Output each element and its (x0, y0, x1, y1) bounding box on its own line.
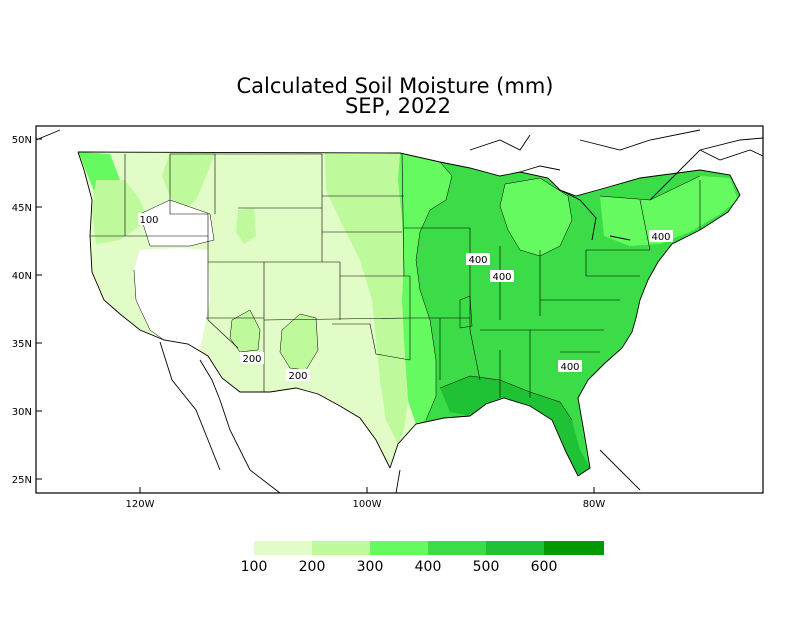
contour-label-400-c: 400 (651, 232, 670, 243)
legend-swatch-100 (254, 541, 312, 555)
contour-label-400-b: 400 (492, 272, 511, 283)
contour-labels: 100 200 200 400 400 400 400 (138, 213, 673, 382)
legend-swatch-400 (428, 541, 486, 555)
region-wyoming-200 (236, 208, 256, 244)
region-great-lakes-300 (500, 178, 572, 256)
y-tick-50n: 50N (12, 135, 32, 146)
region-300-400-band (398, 153, 452, 424)
state-borders (90, 153, 701, 398)
contour-label-400-d: 400 (560, 362, 579, 373)
region-northeast-300 (600, 176, 738, 246)
region-pnw-200 (92, 180, 148, 244)
contour-label-200-a: 200 (242, 354, 261, 365)
legend-label-300: 300 (357, 559, 384, 575)
legend-swatch-300 (370, 541, 428, 555)
y-tick-labels: 50N 45N 40N 35N 30N 25N (12, 135, 32, 486)
region-nevada-lt100 (134, 248, 210, 350)
x-tick-80w: 80W (583, 499, 606, 510)
x-tick-120w: 120W (126, 499, 155, 510)
y-tick-45n: 45N (12, 203, 32, 214)
x-ticks (139, 487, 595, 493)
region-colorado-200 (280, 314, 318, 370)
legend-label-400: 400 (415, 559, 442, 575)
region-idaho-lt100 (140, 200, 214, 246)
region-arizona-200 (230, 310, 260, 352)
legend-swatch-500 (486, 541, 544, 555)
legend-label-100: 100 (241, 559, 268, 575)
region-northwest-200 (162, 153, 215, 214)
map-frame (35, 125, 764, 494)
color-legend: 100 200 300 400 500 600 (241, 541, 604, 575)
contour-label-100: 100 (139, 215, 158, 226)
contours (133, 161, 701, 421)
map-area (36, 129, 763, 493)
y-ticks (36, 138, 42, 480)
y-tick-35n: 35N (12, 339, 32, 350)
coastlines (36, 129, 763, 493)
region-plains-200 (325, 153, 408, 444)
contour-label-400-a: 400 (468, 255, 487, 266)
legend-swatch-200 (312, 541, 370, 555)
y-tick-40n: 40N (12, 271, 32, 282)
legend-label-500: 500 (473, 559, 500, 575)
contour-label-200-b: 200 (288, 371, 307, 382)
x-tick-labels: 120W 100W 80W (126, 499, 606, 510)
legend-label-600: 600 (531, 559, 558, 575)
legend-swatch-600 (544, 541, 604, 555)
y-tick-30n: 30N (12, 407, 32, 418)
map-title-line2: SEP, 2022 (345, 94, 451, 118)
legend-label-200: 200 (299, 559, 326, 575)
x-tick-100w: 100W (353, 499, 382, 510)
y-tick-25n: 25N (12, 475, 32, 486)
region-gulf-500-600 (440, 376, 590, 476)
map-title-line1: Calculated Soil Moisture (mm) (237, 74, 554, 98)
